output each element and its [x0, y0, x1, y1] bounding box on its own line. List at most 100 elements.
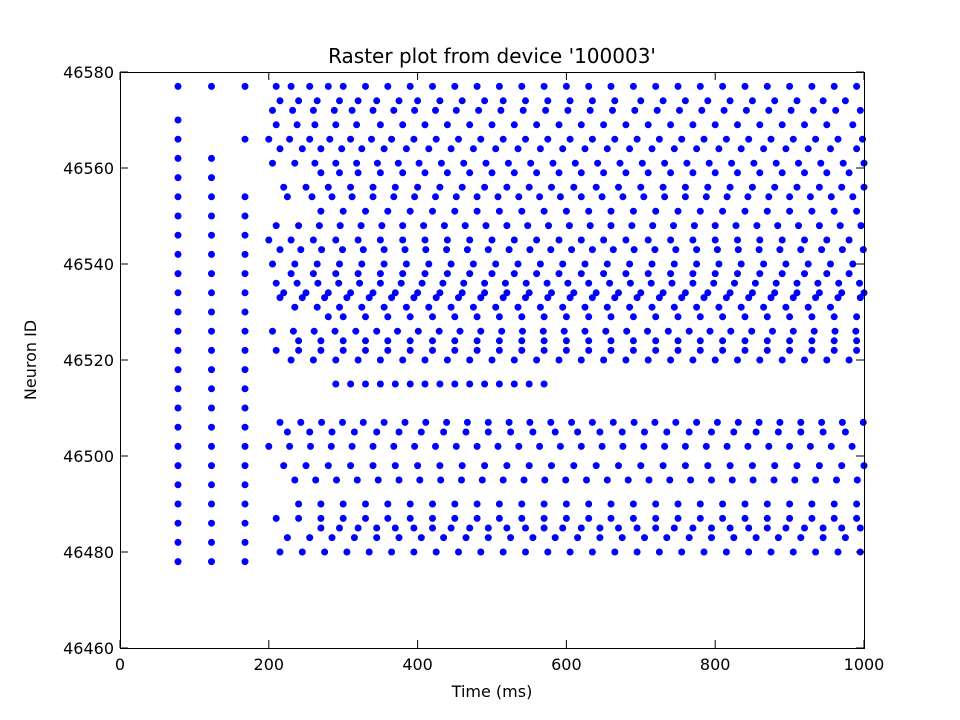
spike-point: [674, 346, 682, 354]
spike-point: [827, 303, 834, 311]
spike-point: [638, 159, 646, 167]
spike-point: [689, 236, 697, 244]
spike-point: [624, 476, 632, 484]
spike-point: [466, 524, 474, 532]
spike-point: [514, 145, 522, 153]
spike-point: [310, 327, 318, 335]
spike-point: [544, 294, 552, 302]
spike-point: [607, 222, 615, 230]
spike-point: [769, 327, 776, 335]
spike-point: [693, 303, 701, 311]
spike-point: [492, 145, 500, 153]
spike-point: [607, 514, 615, 522]
spike-point: [741, 337, 749, 345]
spike-point: [478, 476, 486, 484]
spike-point: [241, 135, 249, 143]
spike-point: [676, 106, 683, 114]
spike-point: [269, 106, 276, 114]
spike-point: [615, 183, 622, 191]
spike-point: [484, 246, 492, 254]
spike-point: [174, 308, 182, 316]
spike-point: [755, 246, 763, 254]
spike-point: [727, 327, 735, 335]
spike-point: [406, 500, 414, 508]
spike-point: [522, 548, 529, 556]
spike-point: [499, 476, 507, 484]
spike-point: [494, 193, 502, 201]
spike-point: [174, 558, 182, 566]
spike-point: [838, 289, 846, 297]
spike-point: [436, 380, 444, 388]
spike-point: [241, 500, 249, 508]
spike-point: [309, 270, 317, 278]
spike-point: [702, 193, 710, 201]
spike-point: [384, 500, 392, 508]
spike-point: [574, 428, 582, 436]
spike-point: [556, 193, 564, 201]
spike-point: [706, 327, 714, 335]
spike-point: [823, 121, 831, 129]
spike-point: [551, 428, 559, 436]
spike-point: [808, 346, 816, 354]
spike-point: [734, 246, 742, 254]
spike-point: [515, 442, 523, 450]
spike-point: [581, 260, 589, 268]
spike-point: [395, 428, 403, 436]
spike-point: [414, 327, 422, 335]
spike-point: [518, 313, 526, 321]
spike-point: [395, 534, 403, 542]
spike-point: [763, 524, 771, 532]
spike-point: [336, 97, 343, 105]
spike-point: [581, 303, 589, 311]
spike-point: [269, 260, 276, 268]
spike-point: [466, 236, 474, 244]
spike-point: [241, 481, 249, 489]
spike-point: [291, 303, 299, 311]
spike-point: [859, 418, 867, 426]
spike-point: [436, 183, 444, 191]
spike-point: [399, 222, 407, 230]
spike-point: [311, 159, 319, 167]
spike-point: [356, 279, 364, 287]
spike-point: [311, 121, 319, 129]
spike-point: [451, 313, 459, 321]
spike-point: [741, 514, 749, 522]
spike-point: [683, 159, 691, 167]
spike-point: [347, 183, 355, 191]
spike-point: [637, 462, 645, 470]
spike-point: [823, 270, 831, 278]
spike-point: [241, 346, 249, 354]
spike-point: [793, 289, 801, 297]
spike-point: [856, 106, 864, 114]
spike-point: [667, 270, 675, 278]
spike-point: [615, 289, 622, 297]
spike-point: [335, 279, 343, 287]
spike-point: [737, 260, 745, 268]
spike-point: [309, 236, 317, 244]
spike-point: [678, 135, 686, 143]
spike-point: [630, 246, 638, 254]
spike-point: [789, 135, 797, 143]
spike-point: [693, 145, 701, 153]
spike-point: [510, 169, 518, 177]
spike-point: [421, 270, 429, 278]
spike-point: [463, 246, 471, 254]
spike-point: [678, 548, 686, 556]
spike-point: [399, 236, 407, 244]
spike-point: [808, 500, 816, 508]
spike-point: [723, 193, 731, 201]
spike-point: [726, 183, 734, 191]
spike-point: [347, 289, 355, 297]
spike-point: [317, 207, 325, 215]
spike-point: [174, 327, 182, 335]
spike-point: [693, 260, 701, 268]
spike-point: [518, 337, 526, 345]
spike-point: [652, 346, 660, 354]
spike-point: [422, 246, 430, 254]
spike-point: [473, 207, 481, 215]
spike-point: [674, 337, 682, 345]
spike-point: [208, 462, 215, 470]
spike-point: [618, 534, 626, 542]
spike-point: [208, 270, 215, 278]
spike-point: [432, 135, 440, 143]
